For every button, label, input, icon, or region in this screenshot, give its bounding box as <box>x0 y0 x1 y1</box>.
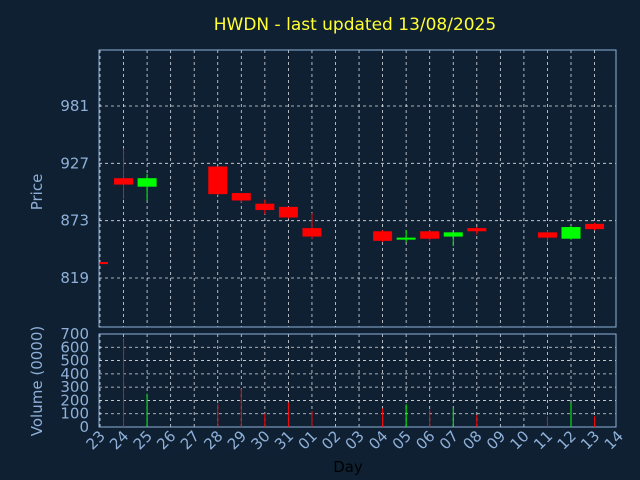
volume-plot-frame <box>98 333 617 428</box>
candle-body <box>585 223 605 230</box>
x-tick-label: 29 <box>224 427 250 453</box>
x-tick-label: 02 <box>318 427 344 453</box>
volume-tick-label: 200 <box>60 391 89 409</box>
candle-body <box>396 237 416 240</box>
x-tick-label: 01 <box>295 427 321 453</box>
x-tick-label: 03 <box>342 427 368 453</box>
candle-body <box>561 227 581 239</box>
volume-tick-label: 0 <box>79 418 89 436</box>
price-axis-label: Price <box>28 174 46 211</box>
x-tick-label: 26 <box>153 427 179 453</box>
x-tick-label: 05 <box>389 427 415 453</box>
candle-body <box>255 203 275 211</box>
x-tick-label: 04 <box>365 427 391 453</box>
price-tick-label: 981 <box>60 97 89 115</box>
x-ticks: 2324252627282930310102030405060708091011… <box>83 427 627 453</box>
candle-body <box>467 228 487 232</box>
candle-body <box>537 232 557 238</box>
x-tick-label: 06 <box>412 427 438 453</box>
x-tick-label: 24 <box>106 427 132 453</box>
candle-body <box>231 193 251 201</box>
x-tick-label: 13 <box>577 427 603 453</box>
x-tick-label: 11 <box>530 427 556 453</box>
volume-tick-label: 500 <box>60 352 89 370</box>
volume-tick-label: 100 <box>60 405 89 423</box>
x-tick-label: 27 <box>177 427 203 453</box>
price-tick-label: 873 <box>60 212 89 230</box>
candle-body <box>420 231 440 239</box>
candle-body <box>443 232 463 237</box>
price-tick-label: 927 <box>60 154 89 172</box>
x-tick-label: 25 <box>130 427 156 453</box>
price-tick-label: 819 <box>60 269 89 287</box>
x-tick-label: 31 <box>271 427 297 453</box>
price-y-ticks: 981 927 873 819 <box>60 97 89 287</box>
volume-bars <box>123 337 596 427</box>
candle-body <box>100 262 108 265</box>
chart-title: HWDN - last updated 13/08/2025 <box>214 15 496 35</box>
candle-body <box>373 231 393 241</box>
x-tick-label: 10 <box>506 427 532 453</box>
x-tick-label: 28 <box>200 427 226 453</box>
x-tick-label: 09 <box>483 427 509 453</box>
x-tick-label: 07 <box>436 427 462 453</box>
volume-tick-label: 600 <box>60 338 89 356</box>
volume-tick-label: 300 <box>60 378 89 396</box>
candle-body <box>302 228 322 237</box>
volume-tick-label: 700 <box>60 325 89 343</box>
volume-axis-label: Volume (0000) <box>28 326 46 436</box>
x-axis-label: Day <box>333 458 363 476</box>
volume-tick-label: 400 <box>60 365 89 383</box>
candles <box>99 148 605 265</box>
candle-body <box>114 178 134 185</box>
x-tick-label: 08 <box>459 427 485 453</box>
price-plot-frame <box>98 49 617 328</box>
x-tick-label: 12 <box>554 427 580 453</box>
candle-body <box>278 206 298 218</box>
x-tick-label: 14 <box>601 427 627 453</box>
candle-body <box>137 178 157 187</box>
price-gridlines <box>99 50 616 327</box>
x-tick-label: 30 <box>247 427 273 453</box>
candle-body <box>208 166 228 195</box>
volume-gridlines <box>99 334 616 427</box>
